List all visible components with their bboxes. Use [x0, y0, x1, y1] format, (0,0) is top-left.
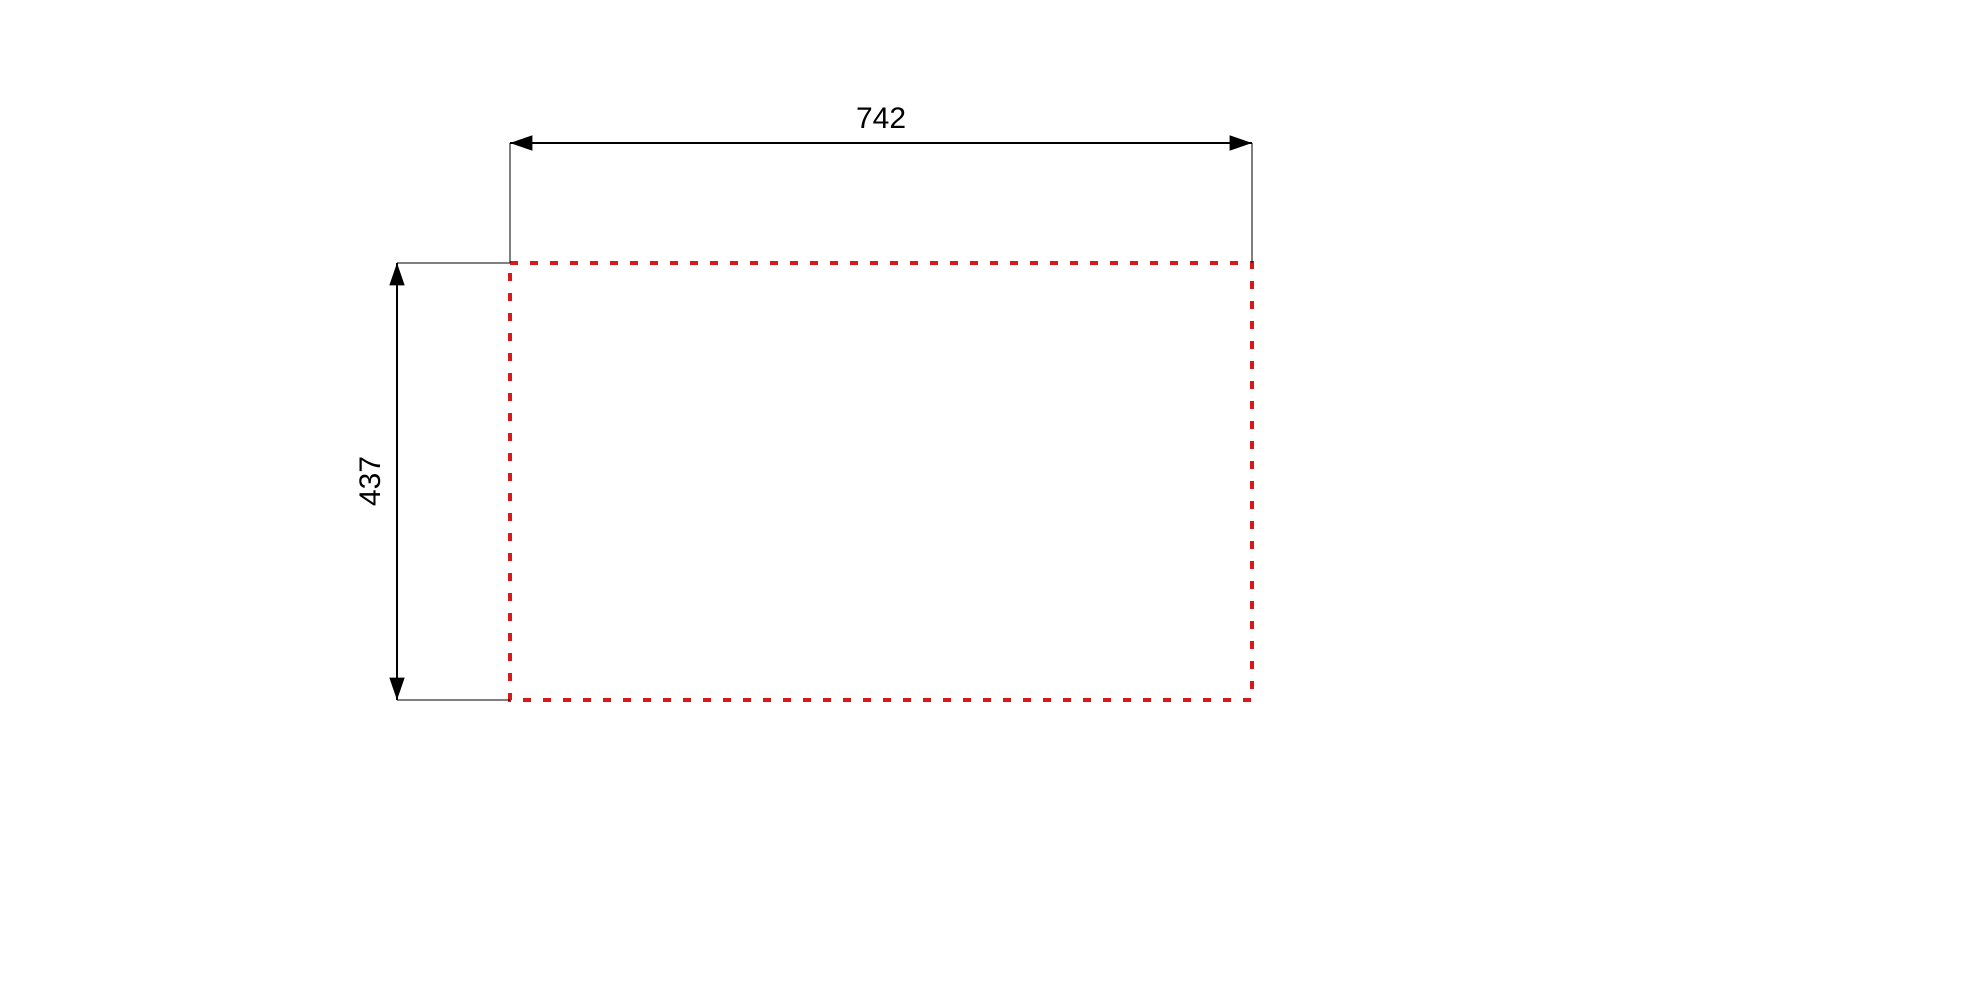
dim-v-label: 437: [354, 456, 387, 506]
dim-v-arrow-top: [389, 263, 404, 285]
dim-h-arrow-right: [1230, 135, 1252, 150]
dim-h-label: 742: [856, 102, 906, 135]
dim-h-arrow-left: [510, 135, 532, 150]
dim-v-arrow-bottom: [389, 678, 404, 700]
dashed-rectangle: [510, 263, 1252, 700]
